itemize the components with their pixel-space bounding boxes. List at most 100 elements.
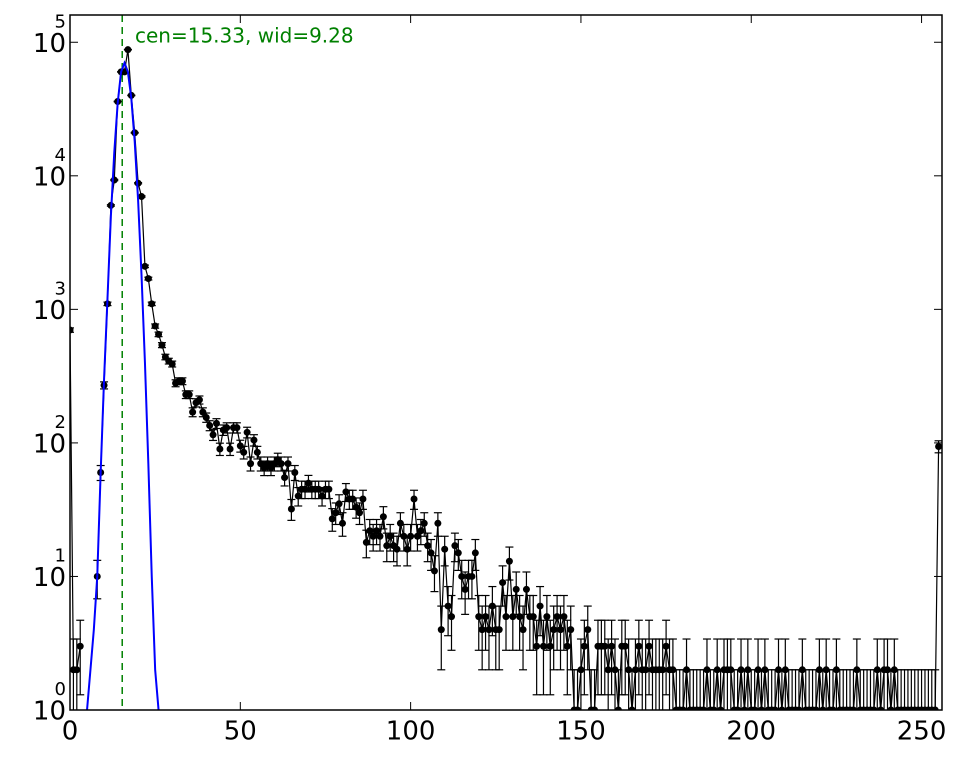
data-point [455, 549, 462, 556]
data-point [148, 300, 155, 307]
data-point [635, 643, 642, 650]
data-point [77, 643, 84, 650]
data-point [138, 193, 145, 200]
data-point [567, 626, 574, 633]
data-point [458, 573, 465, 580]
data-point [169, 360, 176, 367]
data-point [451, 542, 458, 549]
data-point [605, 666, 612, 673]
y-tick-label: 10 [33, 162, 66, 192]
data-point [407, 533, 414, 540]
data-point [155, 331, 162, 338]
data-point [394, 546, 401, 553]
data-point [485, 626, 492, 633]
data-point [581, 643, 588, 650]
data-point [336, 500, 343, 507]
data-point [250, 437, 257, 444]
data-point [240, 449, 247, 456]
data-point [503, 613, 510, 620]
x-tick-label: 150 [556, 717, 606, 747]
y-tick-exponent: 0 [55, 679, 66, 700]
data-point [315, 486, 322, 493]
data-point [601, 643, 608, 650]
data-point [417, 527, 424, 534]
data-point [499, 579, 506, 586]
data-point [438, 626, 445, 633]
data-point [223, 424, 230, 431]
data-point [325, 486, 332, 493]
data-point [196, 396, 203, 403]
data-point [329, 515, 336, 522]
data-point [359, 496, 366, 503]
y-tick-exponent: 4 [55, 145, 66, 166]
data-point [506, 558, 513, 565]
data-point [564, 643, 571, 650]
y-tick-exponent: 5 [55, 11, 66, 32]
y-tick-label: 10 [33, 697, 66, 727]
data-point [186, 391, 193, 398]
y-tick-label: 10 [33, 296, 66, 326]
data-point [468, 573, 475, 580]
data-point [537, 603, 544, 610]
x-tick-label: 100 [386, 717, 436, 747]
data-point [141, 263, 148, 270]
data-point [445, 603, 452, 610]
data-point [152, 323, 159, 330]
data-point [145, 275, 152, 282]
data-point [584, 626, 591, 633]
data-point [278, 460, 285, 467]
data-point [247, 460, 254, 467]
data-point [213, 420, 220, 427]
data-point [216, 446, 223, 453]
data-point [577, 666, 584, 673]
data-point [472, 549, 479, 556]
data-point [227, 446, 234, 453]
data-point [421, 520, 428, 527]
data-point [479, 626, 486, 633]
data-point [179, 378, 186, 385]
data-point [513, 586, 520, 593]
y-tick-label: 10 [33, 29, 66, 59]
data-point [431, 567, 438, 574]
data-point [557, 626, 564, 633]
data-point [404, 546, 411, 553]
data-point [210, 431, 217, 438]
data-point [523, 586, 530, 593]
data-point [203, 414, 210, 421]
data-point [659, 666, 666, 673]
data-point [233, 424, 240, 431]
y-tick-exponent: 1 [55, 545, 66, 566]
data-point [383, 542, 390, 549]
data-point [206, 422, 213, 429]
data-point [411, 496, 418, 503]
data-point [608, 643, 615, 650]
data-point [632, 666, 639, 673]
x-tick-label: 200 [726, 717, 776, 747]
data-point [935, 443, 942, 450]
y-tick-label: 10 [33, 563, 66, 593]
data-point [543, 613, 550, 620]
x-tick-label: 250 [897, 717, 947, 747]
data-point [441, 546, 448, 553]
data-point [342, 488, 349, 495]
data-point [376, 533, 383, 540]
data-point [285, 460, 292, 467]
data-point [622, 643, 629, 650]
data-point [254, 449, 261, 456]
data-point [281, 474, 288, 481]
annotation: cen=15.33, wid=9.28 [135, 24, 354, 48]
data-point [244, 429, 251, 436]
data-point [482, 613, 489, 620]
data-point [560, 613, 567, 620]
data-point [73, 666, 80, 673]
x-tick-label: 50 [224, 717, 257, 747]
data-point [496, 626, 503, 633]
data-point [547, 643, 554, 650]
data-point [291, 469, 298, 476]
data-point [189, 409, 196, 416]
y-tick-exponent: 3 [55, 278, 66, 299]
data-point [356, 509, 363, 516]
data-point [380, 513, 387, 520]
data-point [332, 509, 339, 516]
